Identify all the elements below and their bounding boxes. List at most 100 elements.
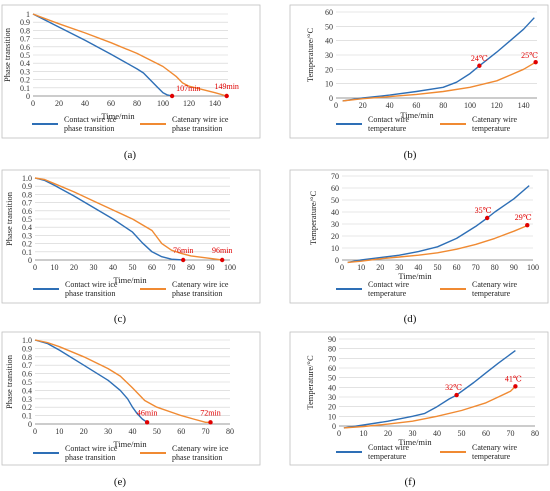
endpoint-marker: [181, 257, 186, 263]
y-tick-label: 0.9: [22, 182, 32, 191]
x-tick-label: 60: [482, 429, 490, 438]
x-tick-label: 20: [384, 429, 392, 438]
series-line-contact: [343, 350, 516, 429]
y-tick-label: 0.7: [22, 361, 32, 370]
x-tick-label: 120: [183, 99, 195, 108]
y-tick-label: 1: [26, 10, 30, 19]
x-tick-label: 90: [207, 263, 215, 272]
y-tick-label: 0.4: [20, 59, 30, 68]
y-tick-label: 0.7: [20, 35, 30, 44]
x-tick-label: 60: [453, 263, 461, 272]
endpoint-marker: [169, 93, 175, 99]
y-axis-title: Phase transition: [4, 354, 14, 409]
x-tick-label: 40: [129, 427, 137, 436]
legend-entry: Contact wire temperature: [368, 443, 410, 461]
series-line-catenary: [34, 339, 211, 423]
y-tick-label: 60: [331, 184, 339, 193]
y-tick-label: 0.3: [20, 67, 30, 76]
x-tick-label: 70: [507, 429, 515, 438]
y-tick-label: 70: [328, 354, 336, 363]
panel-caption: (e): [114, 476, 127, 488]
legend-entry: Contact wire ice phase transition: [64, 115, 117, 133]
y-tick-label: 0.6: [22, 370, 32, 379]
panel-caption: (f): [405, 476, 416, 488]
y-tick-label: 20: [325, 65, 333, 74]
legend-entry: Catenary wire temperature: [472, 443, 518, 461]
series-line-catenary: [34, 177, 223, 261]
x-tick-label: 80: [439, 101, 447, 110]
chart-panel-d: 0 10 20 30 40 50 60 70 0 10 20 30 40 50 60 70 80 90 100 Tem…: [289, 169, 549, 325]
y-tick-label: 50: [331, 196, 339, 205]
series-line-contact: [32, 13, 173, 97]
endpoint-annotation: 24℃: [471, 54, 488, 63]
x-tick-label: 0: [31, 99, 35, 108]
series-line-catenary: [342, 61, 537, 102]
series-line-contact: [347, 185, 530, 264]
x-tick-label: 50: [458, 429, 466, 438]
x-tick-label: 10: [360, 429, 368, 438]
endpoint-annotation: 32℃: [445, 383, 462, 392]
endpoint-marker: [208, 420, 213, 425]
y-tick-label: 40: [331, 208, 339, 217]
x-tick-label: 20: [80, 427, 88, 436]
series-line-catenary: [347, 224, 528, 264]
y-tick-label: 0.8: [20, 26, 30, 35]
panel-caption: (a): [124, 149, 137, 161]
x-tick-label: 0: [340, 263, 344, 272]
y-tick-label: 0.6: [20, 43, 30, 52]
chart-border: [1, 169, 261, 304]
x-tick-label: 120: [491, 101, 503, 110]
x-tick-label: 50: [434, 263, 442, 272]
y-tick-label: 0.9: [20, 18, 30, 27]
y-axis-title: Temperature/°C: [305, 28, 315, 83]
x-tick-label: 70: [202, 427, 210, 436]
endpoint-marker: [224, 93, 229, 99]
chart-panel-a: 00.10.20.30.40.50.60.70.80.91 0 20 40 60 80 10…: [1, 4, 261, 161]
y-axis-title: Temperature/°C: [308, 191, 318, 246]
y-tick-label: 0.3: [22, 231, 32, 240]
y-tick-label: 0.1: [22, 248, 32, 257]
x-tick-label: 10: [357, 263, 365, 272]
y-tick-label: 30: [331, 220, 339, 229]
panel-caption: (d): [404, 313, 417, 325]
y-tick-label: 10: [325, 80, 333, 89]
y-tick-label: 0: [26, 92, 30, 101]
x-tick-label: 80: [133, 99, 141, 108]
x-tick-label: 0: [337, 429, 341, 438]
y-tick-label: 0.2: [22, 403, 32, 412]
y-tick-label: 0.4: [22, 386, 32, 395]
x-tick-label: 50: [129, 263, 137, 272]
endpoint-annotation: 107min: [176, 84, 200, 93]
y-tick-label: 0: [28, 420, 32, 429]
x-axis-title: Time/min: [400, 110, 434, 120]
x-tick-label: 30: [395, 263, 403, 272]
x-tick-label: 80: [531, 429, 539, 438]
legend-entry: Contact wire ice phase transition: [65, 444, 118, 462]
x-tick-label: 80: [187, 263, 195, 272]
chart-panel-e: 00.10.20.30.40.50.60.70.80.91.0 0 10 20 30 40…: [1, 331, 261, 488]
y-tick-label: 0.5: [22, 215, 32, 224]
y-tick-label: 0.7: [22, 199, 32, 208]
legend-entry: Catenary wire ice phase transition: [172, 280, 229, 298]
y-tick-label: 1.0: [22, 336, 32, 345]
x-tick-label: 0: [33, 427, 37, 436]
y-tick-label: 40: [328, 383, 336, 392]
legend-entry: Catenary wire ice phase transition: [172, 444, 229, 462]
endpoint-marker: [484, 215, 490, 221]
x-axis-title: Time/min: [113, 275, 147, 285]
x-tick-label: 60: [107, 99, 115, 108]
x-tick-label: 20: [359, 101, 367, 110]
x-axis-title: Time/min: [101, 111, 135, 121]
endpoint-annotation: 46min: [137, 408, 157, 417]
x-axis-title: Time/min: [113, 439, 147, 449]
y-tick-label: 70: [331, 172, 339, 181]
endpoint-annotation: 76min: [173, 246, 193, 255]
x-axis-title: Time/min: [398, 271, 432, 281]
y-tick-label: 0.8: [22, 190, 32, 199]
y-tick-label: 50: [325, 22, 333, 31]
y-tick-label: 0.1: [20, 84, 30, 93]
x-tick-label: 100: [527, 263, 539, 272]
y-axis-title: Phase transition: [4, 191, 14, 246]
y-tick-label: 20: [328, 403, 336, 412]
